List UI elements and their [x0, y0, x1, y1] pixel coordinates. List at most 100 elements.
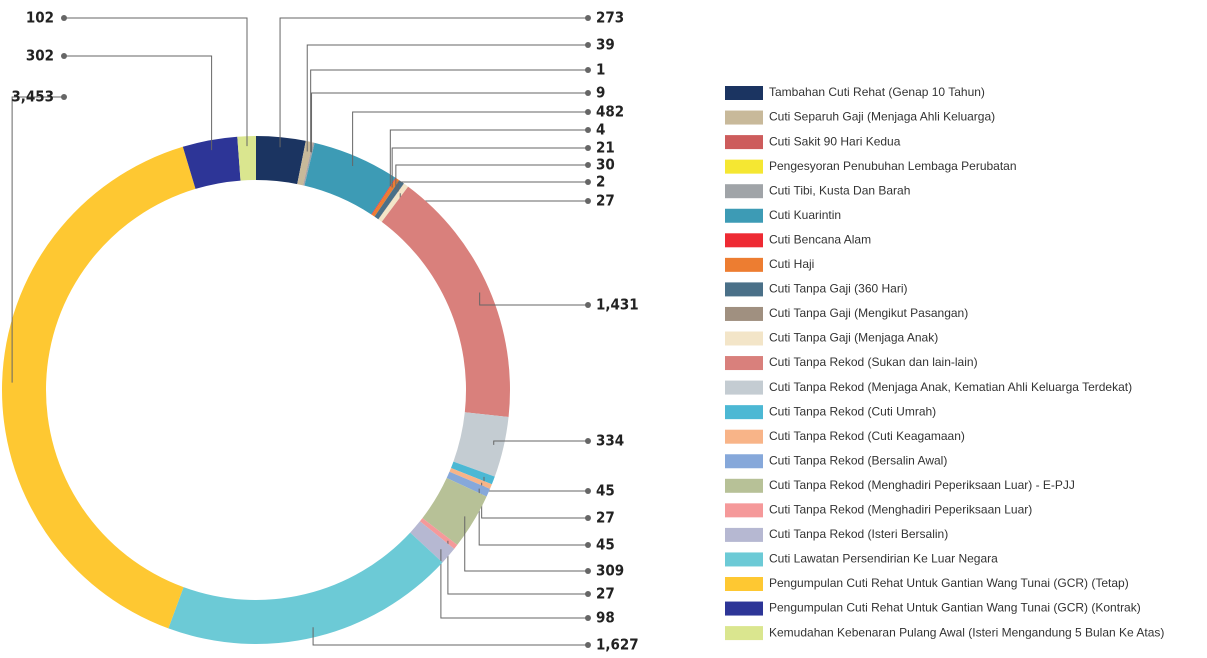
- legend-swatch: [725, 552, 763, 567]
- slice: [374, 180, 404, 220]
- leader-dot: [585, 568, 591, 574]
- slice: [297, 140, 313, 186]
- leader-line: [306, 44, 588, 152]
- value-label: 45: [596, 536, 615, 554]
- leader-line: [397, 181, 588, 192]
- leader-dot: [585, 109, 591, 115]
- leader-dot: [585, 67, 591, 73]
- legend-label: Cuti Tanpa Rekod (Bersalin Awal): [769, 453, 947, 467]
- slice: [168, 532, 443, 644]
- legend-swatch: [725, 356, 763, 371]
- legend-label: Cuti Tanpa Rekod (Cuti Umrah): [769, 404, 936, 418]
- value-label: 45: [596, 482, 615, 500]
- slice: [381, 186, 510, 417]
- legend-label: Pengumpulan Cuti Rehat Untuk Gantian Wan…: [769, 601, 1141, 615]
- leader-line: [440, 549, 588, 619]
- legend-swatch: [725, 478, 763, 493]
- legend-swatch: [725, 626, 763, 641]
- legend-swatch: [725, 208, 763, 223]
- legend-label: Cuti Tanpa Rekod (Sukan dan lain-lain): [769, 355, 978, 369]
- legend-label: Cuti Tanpa Gaji (Menjaga Anak): [769, 331, 938, 345]
- leader-line: [493, 440, 588, 445]
- legend-swatch: [725, 110, 763, 125]
- legend-label: Cuti Tanpa Rekod (Isteri Bersalin): [769, 527, 948, 541]
- leader-dot: [61, 15, 67, 21]
- leader-dot: [585, 302, 591, 308]
- legend-swatch: [725, 306, 763, 321]
- value-label: 9: [596, 84, 605, 102]
- legend-label: Tambahan Cuti Rehat (Genap 10 Tahun): [769, 85, 985, 99]
- value-label: 39: [596, 36, 615, 54]
- slice: [371, 178, 400, 217]
- leader-line: [310, 69, 588, 153]
- value-label: 102: [26, 9, 54, 27]
- slice: [256, 136, 306, 185]
- legend-swatch: [725, 331, 763, 346]
- slice: [304, 142, 396, 215]
- legend-swatch: [725, 233, 763, 248]
- leader-line: [464, 516, 588, 572]
- legend-label: Cuti Tanpa Rekod (Cuti Keagamaan): [769, 429, 965, 443]
- legend-label: Cuti Tanpa Rekod (Menjaga Anak, Kematian…: [769, 380, 1132, 394]
- legend-swatch: [725, 527, 763, 542]
- leader-line: [391, 147, 588, 188]
- leader-line: [64, 55, 213, 151]
- legend-swatch: [725, 380, 763, 395]
- leader-dot: [585, 642, 591, 648]
- value-label: 27: [596, 509, 615, 527]
- leader-line: [399, 193, 588, 202]
- value-label: 30: [596, 156, 615, 174]
- leader-line: [311, 92, 588, 153]
- leader-dot: [585, 145, 591, 151]
- value-label: 482: [596, 103, 624, 121]
- leader-dot: [585, 591, 591, 597]
- slice: [422, 478, 487, 545]
- leader-dot: [585, 15, 591, 21]
- legend-label: Cuti Tanpa Rekod (Menghadiri Peperiksaan…: [769, 478, 1075, 492]
- legend-label: Cuti Tanpa Gaji (360 Hari): [769, 282, 908, 296]
- legend-swatch: [725, 86, 763, 100]
- value-label: 309: [596, 562, 624, 580]
- legend-swatch: [725, 282, 763, 297]
- value-label: 1: [596, 61, 605, 79]
- leader-dot: [585, 438, 591, 444]
- value-label: 4: [596, 121, 605, 139]
- legend-label: Pengesyoran Penubuhan Lembaga Perubatan: [769, 159, 1017, 173]
- value-label: 3,453: [11, 88, 54, 106]
- leader-line: [312, 627, 588, 646]
- legend-swatch: [725, 184, 763, 199]
- leader-dot: [585, 198, 591, 204]
- legend-swatch: [725, 577, 763, 591]
- legend-label: Cuti Bencana Alam: [769, 232, 871, 246]
- slice: [182, 136, 241, 189]
- leader-line: [481, 482, 588, 519]
- legend-swatch: [725, 159, 763, 174]
- leader-dot: [585, 515, 591, 521]
- legend-swatch: [725, 135, 763, 150]
- leader-dot: [585, 615, 591, 621]
- leader-dot: [61, 53, 67, 59]
- slice: [237, 136, 256, 181]
- legend-label: Pengumpulan Cuti Rehat Untuk Gantian Wan…: [769, 576, 1129, 590]
- legend-label: Cuti Haji: [769, 257, 814, 271]
- legend-swatch: [725, 257, 763, 272]
- leader-dot: [585, 488, 591, 494]
- slice: [303, 142, 315, 186]
- leader-dot: [585, 179, 591, 185]
- leader-line: [479, 292, 588, 306]
- slice: [378, 183, 405, 220]
- legend-swatch: [725, 454, 763, 469]
- legend-label: Kemudahan Kebenaran Pulang Awal (Isteri …: [769, 625, 1164, 639]
- value-label: 21: [596, 139, 615, 157]
- legend-swatch: [725, 601, 763, 616]
- leader-dot: [585, 162, 591, 168]
- leader-line: [395, 164, 588, 191]
- leader-line: [389, 129, 588, 187]
- value-label: 302: [26, 47, 54, 65]
- leader-line: [447, 540, 588, 595]
- value-label: 334: [596, 432, 624, 450]
- legend-label: Cuti Tibi, Kusta Dan Barah: [769, 183, 910, 197]
- legend-label: Cuti Tanpa Gaji (Mengikut Pasangan): [769, 306, 968, 320]
- slice: [1, 146, 196, 629]
